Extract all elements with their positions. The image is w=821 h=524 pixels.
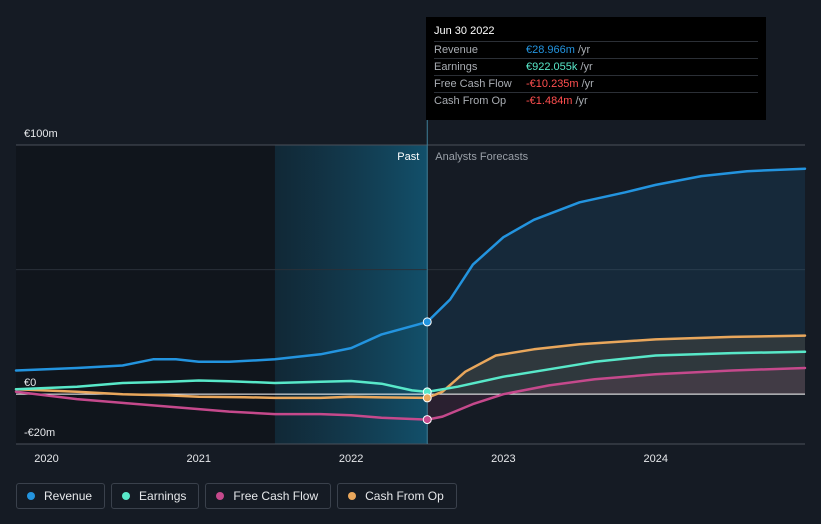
legend-item-earnings[interactable]: Earnings (111, 483, 200, 509)
legend-dot (122, 492, 131, 500)
series-line (14, 334, 807, 400)
chart-legend: Revenue Earnings Free Cash Flow Cash Fro… (16, 483, 457, 511)
chart-tooltip: Jun 30 2022 Revenue €28.966m/yr Earnings… (426, 17, 766, 120)
series-marker (422, 317, 432, 327)
legend-item-revenue[interactable]: Revenue (16, 483, 106, 509)
x-tick-label: 2024 (643, 453, 667, 465)
legend-item-free-cash-flow[interactable]: Free Cash Flow (205, 483, 332, 509)
tooltip-label: Free Cash Flow (434, 78, 512, 90)
x-tick-label: 2020 (34, 453, 58, 465)
legend-item-cash-from-op[interactable]: Cash From Op (337, 483, 457, 509)
series-marker (422, 415, 432, 425)
y-tick-label: €100m (24, 128, 58, 140)
tooltip-label: Cash From Op (434, 95, 507, 107)
legend-label: Revenue (44, 489, 93, 503)
past-label: Past (397, 151, 419, 163)
tooltip-value: -€10.235m/yr (526, 78, 594, 90)
x-tick-label: 2022 (339, 453, 363, 465)
tooltip-value: -€1.484m/yr (526, 95, 588, 107)
legend-label: Free Cash Flow (233, 489, 319, 503)
series-line (14, 366, 807, 421)
tooltip-label: Earnings (434, 61, 478, 73)
legend-dot (348, 492, 357, 500)
tooltip-value: €922.055k/yr (526, 61, 593, 73)
tooltip-row-free-cash-flow: Free Cash Flow -€10.235m/yr (434, 75, 758, 93)
legend-label: Cash From Op (365, 489, 444, 503)
tooltip-date: Jun 30 2022 (434, 25, 495, 37)
legend-dot (27, 492, 35, 500)
tooltip-row-cash-from-op: Cash From Op -€1.484m/yr (434, 92, 758, 110)
tooltip-row-revenue: Revenue €28.966m/yr (434, 41, 758, 59)
series-line (14, 167, 807, 372)
series-line (14, 350, 807, 394)
tooltip-row-earnings: Earnings €922.055k/yr (434, 58, 758, 76)
x-tick-label: 2023 (491, 453, 515, 465)
tooltip-value: €28.966m/yr (526, 44, 591, 56)
x-tick-label: 2021 (187, 453, 211, 465)
legend-label: Earnings (139, 489, 187, 503)
legend-dot (216, 492, 225, 500)
y-tick-label: €0 (24, 377, 36, 389)
series-marker (422, 393, 432, 403)
forecast-label: Analysts Forecasts (435, 151, 528, 163)
forecast-area (427, 335, 805, 398)
y-tick-label: -€20m (24, 427, 55, 439)
tooltip-label: Revenue (434, 44, 479, 56)
